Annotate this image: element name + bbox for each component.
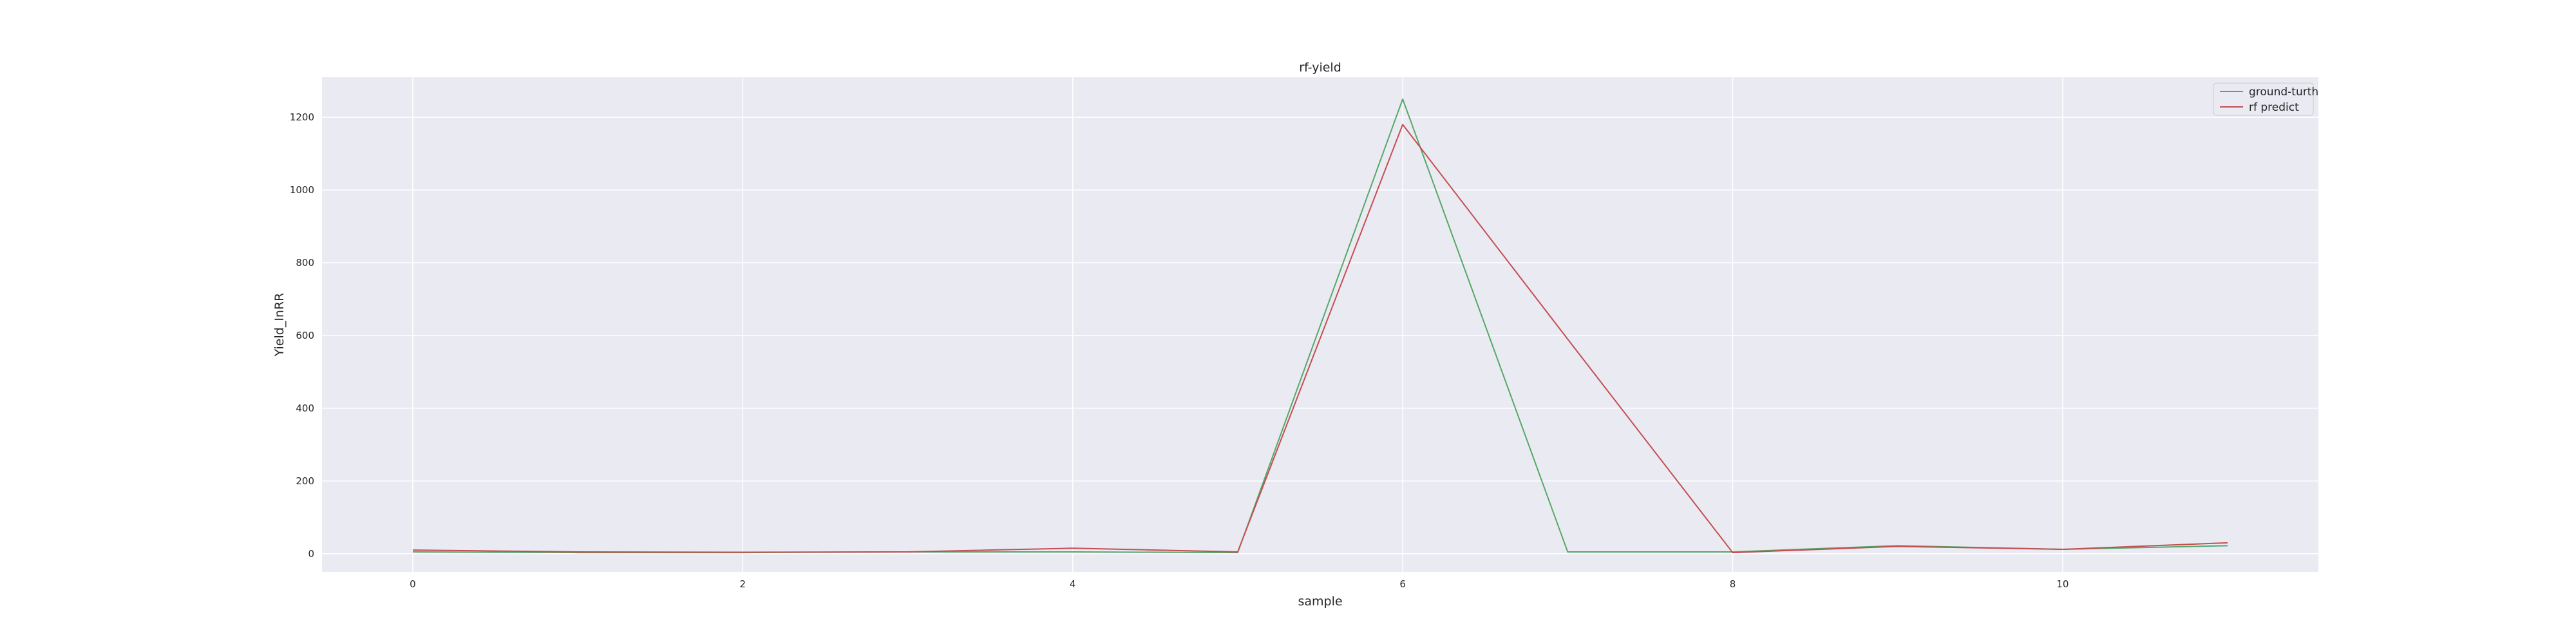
x-tick-label: 6 [1399, 578, 1406, 590]
y-tick-label: 200 [296, 475, 314, 487]
y-tick-label: 1000 [290, 184, 314, 196]
chart-title: rf-yield [1299, 61, 1341, 75]
legend-label-ground-turth: ground-turth [2249, 86, 2318, 99]
series-line-rf-predict [412, 124, 2228, 554]
series-lines [412, 98, 2228, 554]
y-tick-label: 800 [296, 257, 314, 269]
y-tick-label: 1200 [290, 111, 314, 123]
x-tick-label: 10 [2056, 578, 2069, 590]
y-axis-label: Yield_InRR [272, 293, 287, 357]
x-tick-labels: 0 2 4 6 8 10 [410, 578, 2069, 590]
x-tick-label: 0 [410, 578, 416, 590]
x-axis-label: sample [1298, 594, 1342, 609]
y-tick-label: 400 [296, 402, 314, 414]
legend-label-rf-predict: rf predict [2249, 101, 2299, 114]
y-tick-labels: 0 200 400 600 800 1000 1200 [290, 111, 314, 560]
legend: ground-turth rf predict [2213, 82, 2318, 116]
x-tick-label: 4 [1070, 578, 1076, 590]
x-tick-label: 2 [740, 578, 746, 590]
x-tick-label: 8 [1730, 578, 1736, 590]
grid [322, 77, 2318, 572]
y-tick-label: 600 [296, 330, 314, 341]
y-tick-label: 0 [308, 548, 314, 560]
